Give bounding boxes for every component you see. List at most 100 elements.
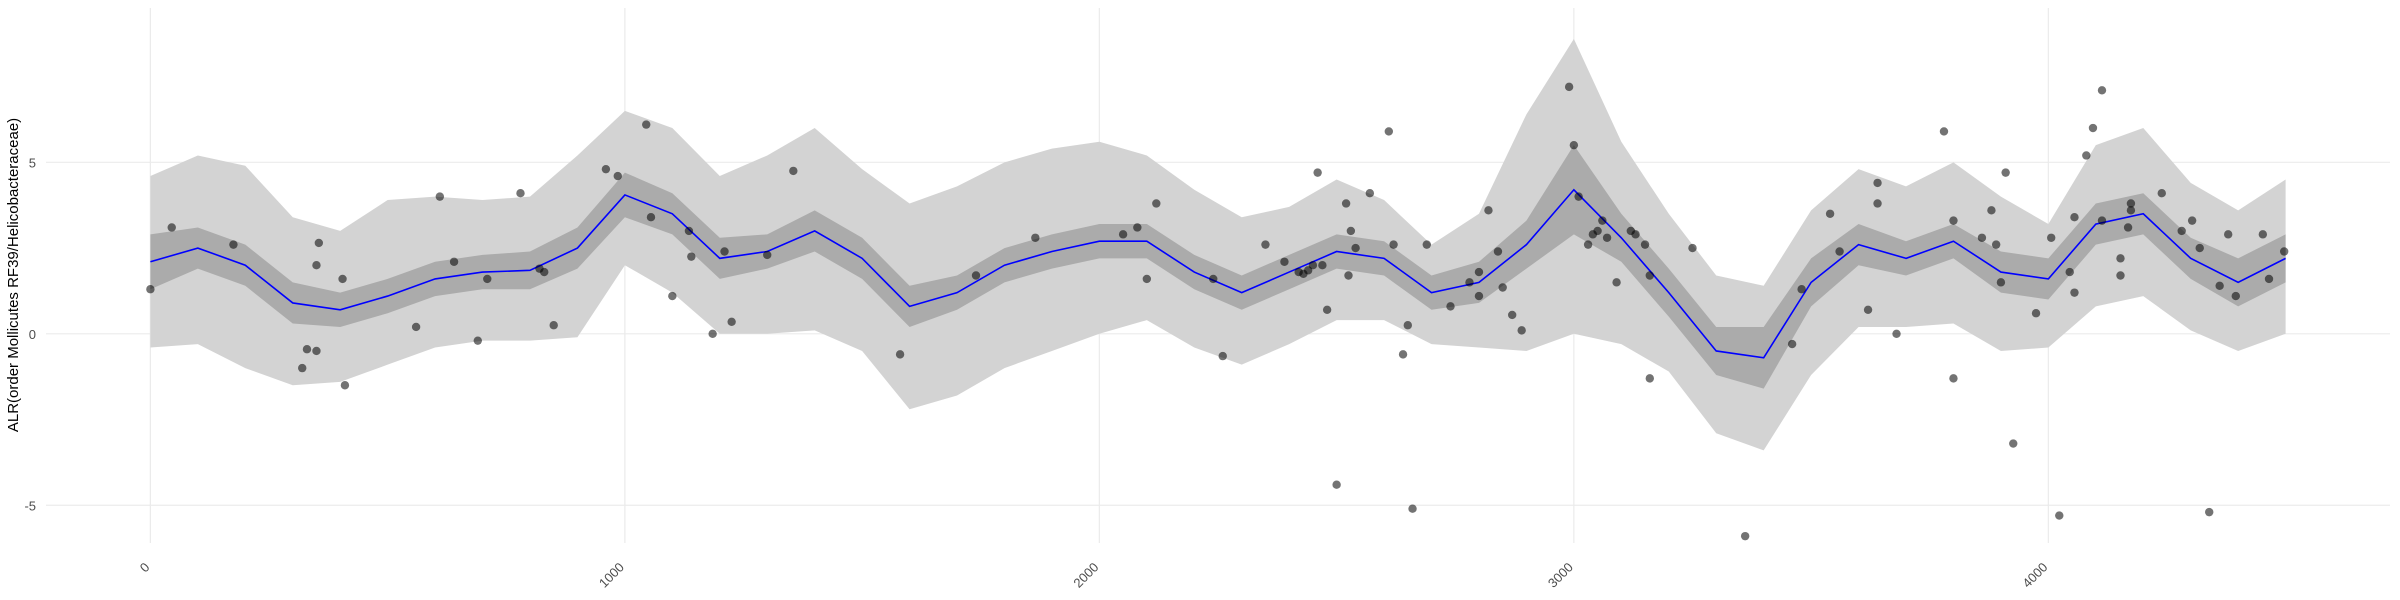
data-point xyxy=(708,329,717,339)
data-point xyxy=(895,350,905,359)
x-tick-label: 0 xyxy=(137,560,153,576)
data-point xyxy=(1142,274,1152,284)
y-tick-label: 5 xyxy=(29,155,36,170)
data-point xyxy=(1598,216,1607,225)
data-point xyxy=(483,274,492,284)
data-point xyxy=(1322,305,1332,314)
data-point xyxy=(1873,178,1882,188)
data-point xyxy=(2215,281,2224,290)
x-tick-label: 3000 xyxy=(1545,560,1576,591)
data-point xyxy=(687,252,696,261)
data-point xyxy=(2157,188,2166,198)
data-point xyxy=(2031,309,2041,318)
data-point xyxy=(435,192,445,201)
data-point xyxy=(1987,206,1996,215)
data-point xyxy=(642,120,651,129)
data-point xyxy=(229,240,238,249)
data-point xyxy=(1398,350,1408,359)
data-point xyxy=(2126,206,2136,215)
data-point xyxy=(1797,285,1806,294)
data-point xyxy=(2195,243,2204,253)
data-point xyxy=(302,345,312,354)
data-point xyxy=(1474,267,1484,277)
data-point xyxy=(1892,329,1901,339)
data-point xyxy=(1583,240,1593,249)
data-point xyxy=(1991,240,2001,249)
data-point xyxy=(2088,123,2098,133)
data-point xyxy=(1873,199,1882,208)
data-point xyxy=(1403,321,1412,330)
data-point xyxy=(2231,291,2240,301)
data-point xyxy=(1031,233,1040,242)
data-point xyxy=(2205,507,2214,517)
data-point xyxy=(2187,216,2197,225)
data-point xyxy=(1332,480,1341,489)
data-point xyxy=(1389,240,1398,249)
data-point xyxy=(1280,257,1289,266)
data-point xyxy=(1688,243,1697,253)
data-point xyxy=(1118,230,1128,239)
data-point xyxy=(1977,233,1987,242)
data-point xyxy=(549,321,558,330)
data-point xyxy=(971,271,981,280)
data-point xyxy=(1133,223,1142,232)
data-point xyxy=(312,261,321,270)
data-point xyxy=(1517,326,1526,335)
data-point xyxy=(1152,199,1161,208)
data-point xyxy=(167,223,176,232)
data-point xyxy=(727,317,736,326)
data-point xyxy=(340,381,350,390)
data-point xyxy=(2123,223,2133,232)
data-point xyxy=(473,336,482,345)
data-point xyxy=(1209,274,1218,284)
data-point xyxy=(1384,127,1394,136)
y-axis-title: ALR(order Mollicutes RF39/Helicobacterac… xyxy=(5,118,22,432)
data-point xyxy=(668,291,677,301)
data-point xyxy=(1344,271,1353,280)
data-point xyxy=(1645,271,1654,280)
data-point xyxy=(1341,199,1351,208)
data-point xyxy=(1422,240,1431,249)
data-point xyxy=(1446,302,1455,311)
data-point xyxy=(1313,168,1322,177)
data-point xyxy=(1507,310,1517,320)
data-point xyxy=(2065,267,2074,277)
data-point xyxy=(1493,247,1503,256)
data-point xyxy=(2279,247,2289,256)
data-point xyxy=(1484,206,1493,215)
inner-band xyxy=(150,145,2286,389)
data-point xyxy=(1996,278,2006,287)
data-point xyxy=(2126,199,2136,208)
data-point xyxy=(146,285,155,294)
data-point xyxy=(2055,511,2064,520)
data-point xyxy=(2082,151,2091,160)
data-point xyxy=(314,238,324,248)
data-point xyxy=(1593,226,1602,236)
x-tick-label: 2000 xyxy=(1070,560,1101,591)
data-point xyxy=(1498,283,1507,292)
data-point xyxy=(2001,168,2010,177)
x-tick-label: 4000 xyxy=(2019,560,2050,591)
data-point xyxy=(1949,374,1958,383)
data-point xyxy=(789,166,798,176)
data-point xyxy=(298,363,307,373)
data-point xyxy=(1939,127,1949,136)
data-point xyxy=(763,250,772,260)
data-point xyxy=(1863,305,1873,314)
data-point xyxy=(1351,243,1360,253)
data-point xyxy=(2097,86,2107,95)
data-point xyxy=(601,164,611,174)
data-point xyxy=(1602,233,1612,242)
data-point xyxy=(540,267,549,277)
data-point xyxy=(684,226,694,236)
data-point xyxy=(2097,216,2107,225)
data-point xyxy=(1740,531,1750,541)
smooth-line xyxy=(150,188,2286,359)
data-point xyxy=(613,171,622,181)
data-point xyxy=(1465,278,1474,287)
x-tick-label: 1000 xyxy=(596,560,627,591)
data-point xyxy=(2070,288,2079,297)
data-point xyxy=(1346,226,1356,236)
data-point xyxy=(2047,233,2056,242)
